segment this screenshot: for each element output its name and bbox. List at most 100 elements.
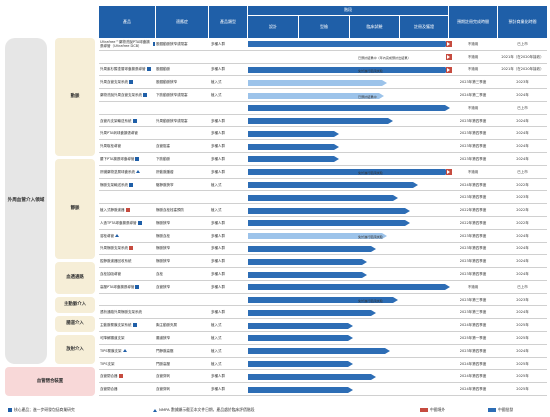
product-name: TIPS支架 — [100, 361, 115, 366]
table-row: 外周取栓導管 血管阻塞 多種人群 2023年第四季度 2024年 — [99, 140, 547, 154]
expected-registration: 2025年第一季度 — [459, 335, 487, 340]
product-type: 多種人群 — [211, 246, 225, 251]
product-type: 多種人群 — [211, 169, 225, 174]
product-type — [211, 191, 241, 203]
product-type: 植入式 — [211, 323, 222, 328]
commercial-year: 2024年 — [516, 233, 529, 238]
indication: 股膕動脈狹窄或閉塞 — [156, 41, 188, 46]
indication: 門脈高壓 — [156, 361, 170, 366]
progress-bar — [248, 41, 445, 48]
indication — [156, 307, 208, 319]
stage-note: 已預計結果中（年內完成預計出結果） — [358, 56, 411, 61]
overseas-marker-icon — [446, 169, 452, 176]
progress-bar — [248, 335, 348, 342]
table-row: TIPS覆膜支架 門靜脈高壓 植入式 2023年第四季度 2024年 — [99, 345, 547, 358]
header-design: 設計 — [248, 16, 298, 38]
category-oncology: 放射介入 — [55, 335, 95, 364]
progress-arrow-icon — [370, 373, 376, 380]
progress-arrow-icon — [444, 105, 450, 112]
product-name: 外周紫杉醇塗層球囊擴張導管 — [99, 64, 155, 76]
product-type: 植入式 — [211, 93, 222, 98]
commercial-year: 2025年 — [516, 361, 529, 366]
category-venous: 靜脈 — [55, 159, 95, 259]
commercial-year: 已上市 — [517, 41, 528, 46]
indication — [156, 102, 208, 114]
expected-registration: 2024年第四季度 — [459, 374, 487, 379]
overseas-marker-icon — [446, 41, 452, 48]
product-type — [211, 294, 241, 306]
table-row: 外周血管支架系統 股膕動脈狹窄 植入式 2023年第三季度 2023年 — [99, 76, 547, 90]
progress-bar — [248, 348, 385, 355]
progress-bar — [248, 118, 388, 125]
triangle-icon — [153, 408, 157, 412]
expected-registration: 不適用 — [467, 41, 479, 46]
progress-bar — [248, 105, 445, 112]
product-name: 外周血管支架系統 — [99, 76, 155, 88]
product-name — [99, 294, 155, 306]
indication: 下肢動脈狹窄或閉塞 — [156, 93, 188, 98]
product-name: 高壓PTA球囊擴張導管 — [99, 281, 155, 293]
product-name: 肝臟藥物塗層球囊系統 — [99, 166, 155, 178]
progress-arrow-icon — [333, 130, 339, 137]
header-commercial: 預計商業化時間 — [498, 6, 547, 38]
progress-arrow-icon — [347, 361, 353, 368]
commercial-year: 2024年 — [516, 310, 529, 315]
legend-china: 中國境外 — [420, 407, 445, 413]
header-indication: 適應症 — [156, 6, 208, 38]
table-row: 2023年第四季度 2023年 — [99, 191, 547, 205]
legend-blue-icon — [488, 408, 496, 412]
indication: 靜脈狹窄 — [156, 246, 170, 251]
product-name: 靜脈支架輸送系統 — [99, 179, 155, 191]
progress-arrow-icon — [362, 271, 367, 278]
table-row: 外周PTA刺球囊擴張導管 多種人群 2023年第四季度 2024年 — [99, 128, 547, 141]
indication: 血管阻塞 — [156, 144, 170, 149]
product-name — [99, 51, 155, 63]
overseas-marker-icon — [446, 54, 452, 61]
product-type: 多種人群 — [211, 233, 225, 238]
indication: 下肢動脈 — [156, 156, 170, 161]
expected-registration: 2023年第四季度 — [459, 246, 487, 251]
nmpa-triangle-icon — [136, 170, 140, 174]
indication — [156, 191, 208, 203]
header-product: 產品 — [99, 6, 155, 38]
stage-note: 已預計結果中 — [358, 94, 377, 99]
stage-note: 免於進行臨床試驗 — [358, 171, 383, 176]
indication: 血管穿刺 — [156, 387, 170, 392]
table-row: 高壓PTA球囊擴張導管 血管狹窄 多種人群 不適用 已上市 — [99, 281, 547, 294]
progress-bar — [248, 156, 334, 163]
indication: 血栓 — [156, 272, 163, 277]
product-type: 多種人群 — [211, 67, 225, 72]
progress-bar — [248, 284, 445, 291]
progress-bar — [248, 66, 445, 73]
product-type: 植入式 — [211, 361, 222, 366]
progress-bar — [248, 361, 348, 368]
progress-bar — [248, 194, 394, 201]
progress-arrow-icon — [404, 220, 410, 227]
indication: 肝動脈腫瘤 — [156, 169, 174, 174]
indication: 胸主動脈夾層 — [156, 323, 177, 328]
commercial-year: 已上市 — [517, 169, 528, 174]
commercial-year: 2022年 — [516, 182, 529, 187]
progress-arrow-icon — [444, 284, 450, 291]
table-row: TIPS支架 門脈高壓 植入式 2024年第四季度 2025年 — [99, 358, 547, 371]
legend-other: 中國批發 — [488, 407, 513, 413]
product-type: 多種人群 — [211, 259, 225, 264]
product-name: 藥物洗脫外周血管支架系統 — [99, 89, 155, 101]
commercial-year: 2025年 — [516, 323, 529, 328]
commercial-year: 2021年（在2020年接收） — [501, 67, 544, 72]
product-name: 透析通路外周靜脈支架系統 — [100, 310, 142, 315]
core-product-icon — [129, 182, 133, 187]
category-pathway: 血透通路 — [55, 262, 95, 294]
core-product-icon — [146, 67, 151, 72]
product-name: 溶栓導管 — [99, 230, 155, 242]
commercial-year: 2023年 — [516, 80, 529, 85]
product-name: 外周靜脈支架系統 — [99, 243, 155, 255]
core-product-icon — [132, 323, 137, 328]
product-name: 外周取栓導管 — [100, 144, 121, 149]
expected-registration: 不適用 — [467, 169, 479, 174]
product-type: 多種人群 — [211, 41, 225, 46]
commercial-year: 2025年 — [516, 335, 529, 340]
table-row: 可降解腸道支架 腸道狹窄 植入式 2025年第一季度 2025年 — [99, 332, 547, 345]
product-name: 血管閉合器 — [99, 370, 155, 382]
stage-note: 免於進行臨床試驗 — [358, 68, 383, 73]
